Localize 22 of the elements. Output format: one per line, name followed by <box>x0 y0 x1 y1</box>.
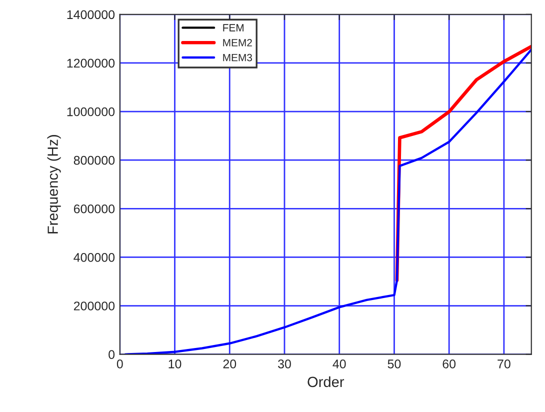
y-tick-label: 600000 <box>74 204 115 214</box>
x-tick-label: 60 <box>442 360 456 368</box>
line-series <box>124 48 532 354</box>
y-tick-label: 1000000 <box>67 107 115 116</box>
y-axis-title: Frequency (Hz) <box>47 135 61 234</box>
x-tick-label: 50 <box>388 360 401 368</box>
legend-label: MEM3 <box>223 54 252 62</box>
x-tick-label: 30 <box>278 360 291 368</box>
y-tick-label: 1200000 <box>67 58 115 68</box>
y-tick-label: 1400000 <box>67 10 115 20</box>
x-axis-title: Order <box>308 376 344 388</box>
legend-label: MEM2 <box>223 38 252 46</box>
y-tick-label: 400000 <box>74 253 115 262</box>
x-tick-label: 20 <box>223 360 236 368</box>
y-tick-label: 200000 <box>74 302 115 310</box>
y-tick-label: 800000 <box>74 156 115 165</box>
x-tick-label: 70 <box>498 360 510 368</box>
x-tick-label: 40 <box>332 360 346 368</box>
x-tick-label: 0 <box>116 360 123 368</box>
legend-label: FEM <box>223 24 244 32</box>
x-tick-label: 10 <box>168 360 182 368</box>
y-tick-label: 0 <box>108 350 115 359</box>
